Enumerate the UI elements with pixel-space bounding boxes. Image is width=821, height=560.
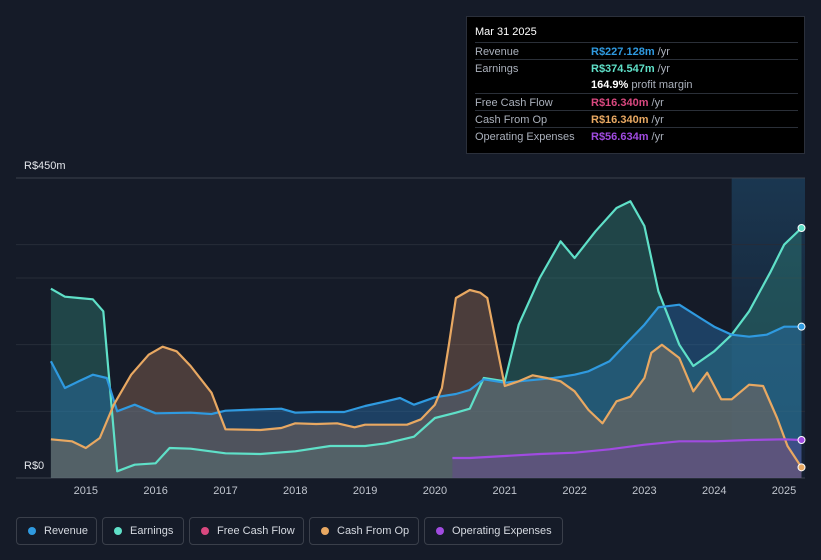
- tooltip-row-fcf: Free Cash Flow R$16.340m /yr: [475, 93, 798, 111]
- legend-item-earnings[interactable]: Earnings: [102, 517, 184, 545]
- tooltip-fcf-value: R$16.340m: [591, 97, 649, 109]
- tooltip-label: Free Cash Flow: [475, 97, 553, 109]
- tooltip-unit: /yr: [648, 97, 664, 109]
- legend-label: Revenue: [44, 525, 89, 537]
- tooltip-row-margin: 164.9% profit margin: [475, 76, 798, 93]
- cash-from-op-area: [50, 290, 802, 478]
- tooltip-row-cfo: Cash From Op R$16.340m /yr: [475, 110, 798, 128]
- legend-dot-icon: [28, 527, 36, 535]
- tooltip-row-revenue: Revenue R$227.128m /yr: [475, 42, 798, 60]
- tooltip-row-opex: Operating Expenses R$56.634m /yr: [475, 127, 798, 145]
- legend-label: Cash From Op: [337, 525, 410, 537]
- legend-label: Earnings: [130, 525, 174, 537]
- legend-dot-icon: [201, 527, 209, 535]
- operating-expenses-area: [452, 439, 802, 478]
- x-tick-label: 2020: [422, 485, 448, 497]
- cash-from-op-line: [50, 288, 803, 468]
- legend-label: Operating Expenses: [452, 525, 552, 537]
- tooltip-row-earnings: Earnings R$374.547m /yr: [475, 59, 798, 77]
- x-tick-label: 2018: [283, 485, 308, 497]
- x-tick-label: 2023: [632, 485, 657, 497]
- tooltip-value: 164.9% profit margin: [591, 79, 693, 91]
- x-tick-label: 2016: [143, 485, 168, 497]
- tooltip-label: Cash From Op: [475, 114, 548, 126]
- tooltip-unit: /yr: [648, 131, 664, 143]
- tooltip-unit: /yr: [648, 114, 664, 126]
- tooltip-value: R$374.547m /yr: [591, 63, 670, 75]
- x-tick-label: 2021: [492, 485, 517, 497]
- tooltip-revenue-value: R$227.128m: [591, 46, 655, 58]
- tooltip-value: R$16.340m /yr: [591, 97, 664, 109]
- y-axis-bottom-label: R$0: [24, 460, 45, 472]
- tooltip-margin-value: 164.9%: [591, 79, 629, 91]
- x-tick-label: 2017: [213, 485, 238, 497]
- forecast-region: [731, 178, 805, 478]
- tooltip-unit: profit margin: [628, 79, 693, 91]
- revenue-end-dot: [797, 322, 806, 331]
- legend-item-free-cash-flow[interactable]: Free Cash Flow: [189, 517, 304, 545]
- legend-item-revenue[interactable]: Revenue: [16, 517, 97, 545]
- data-tooltip: Mar 31 2025 Revenue R$227.128m /yr Earni…: [466, 16, 805, 154]
- earnings-line: [50, 200, 803, 473]
- legend-item-operating-expenses[interactable]: Operating Expenses: [424, 517, 563, 545]
- revenue-area: [50, 304, 802, 478]
- tooltip-date: Mar 31 2025: [475, 26, 537, 38]
- legend-dot-icon: [436, 527, 444, 535]
- tooltip-unit: /yr: [654, 63, 670, 75]
- tooltip-earnings-value: R$374.547m: [591, 63, 655, 75]
- tooltip-opex-value: R$56.634m: [591, 131, 649, 143]
- legend-dot-icon: [114, 527, 122, 535]
- tooltip-value: R$16.340m /yr: [591, 114, 664, 126]
- revenue-line: [49, 303, 802, 416]
- cash-from-op-end-dot: [797, 463, 806, 472]
- x-tick-label: 2025: [771, 485, 797, 497]
- tooltip-cfo-value: R$16.340m: [591, 114, 649, 126]
- tooltip-value: R$227.128m /yr: [591, 46, 670, 58]
- legend-item-cash-from-op[interactable]: Cash From Op: [309, 517, 419, 545]
- earnings-end-dot: [797, 224, 806, 232]
- x-tick-label: 2024: [701, 485, 727, 497]
- operating-expenses-line: [452, 438, 802, 460]
- tooltip-label: Earnings: [475, 63, 519, 75]
- x-tick-label: 2019: [352, 485, 378, 497]
- tooltip-value: R$56.634m /yr: [591, 131, 664, 143]
- tooltip-unit: /yr: [654, 46, 670, 58]
- tooltip-label: Revenue: [475, 46, 520, 58]
- tooltip-label: Operating Expenses: [475, 131, 575, 143]
- y-axis-top-label: R$450m: [24, 160, 66, 172]
- x-tick-label: 2015: [73, 485, 99, 497]
- legend-label: Free Cash Flow: [217, 525, 295, 537]
- x-tick-label: 2022: [562, 485, 587, 497]
- legend-dot-icon: [321, 527, 329, 535]
- earnings-area: [50, 201, 802, 479]
- operating-expenses-end-dot: [797, 436, 806, 444]
